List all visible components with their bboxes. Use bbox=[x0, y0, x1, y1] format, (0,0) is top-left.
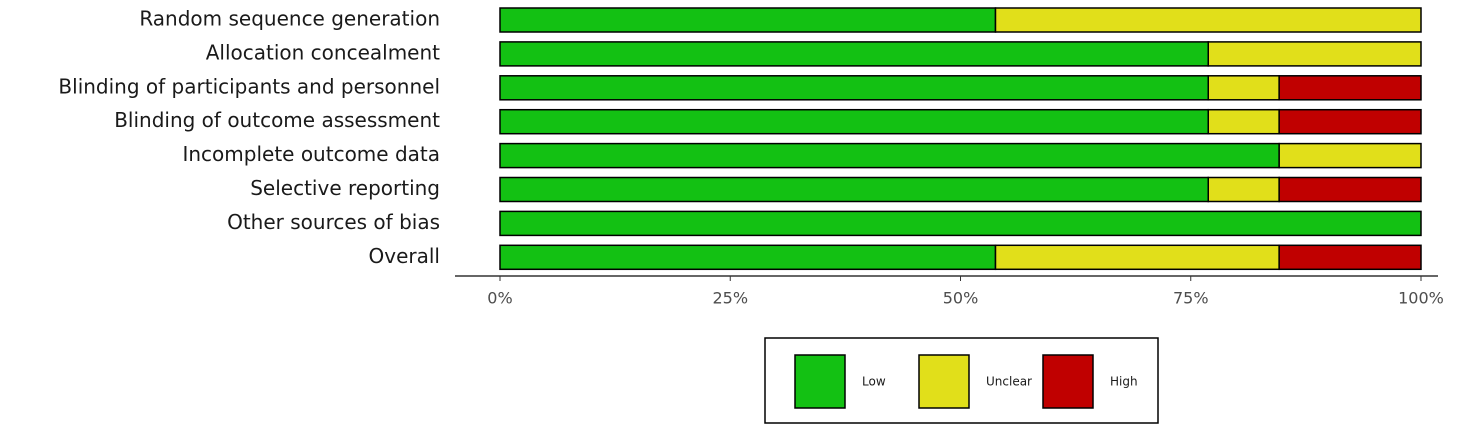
legend-label: Low bbox=[862, 375, 886, 389]
bar-segment bbox=[499, 244, 997, 271]
bar-segment bbox=[499, 7, 997, 33]
bar-segment bbox=[1278, 75, 1422, 101]
bar-segment bbox=[499, 176, 1209, 203]
bar-segment bbox=[1278, 108, 1422, 135]
bar-segment bbox=[994, 7, 1422, 33]
category-label: Blinding of participants and personnel bbox=[58, 74, 440, 98]
category-label: Overall bbox=[369, 244, 440, 268]
x-tick-label: 0% bbox=[487, 289, 512, 308]
legend-swatch bbox=[794, 354, 846, 409]
category-label: Random sequence generation bbox=[139, 7, 440, 31]
bar-segment bbox=[499, 142, 1280, 169]
category-label: Other sources of bias bbox=[227, 210, 440, 234]
legend-label: High bbox=[1110, 375, 1138, 389]
bar-segment bbox=[499, 41, 1209, 67]
x-tick-label: 25% bbox=[712, 289, 748, 308]
bar-segment bbox=[1207, 75, 1280, 101]
bar-segment bbox=[1278, 142, 1422, 169]
bar-segment bbox=[1207, 108, 1280, 135]
category-label: Blinding of outcome assessment bbox=[114, 108, 440, 132]
category-label: Allocation concealment bbox=[206, 40, 440, 64]
x-tick-label: 50% bbox=[943, 289, 979, 308]
bar-segment bbox=[1207, 176, 1280, 203]
x-tick-label: 75% bbox=[1173, 289, 1209, 308]
bar-segment bbox=[1278, 244, 1422, 271]
x-tick-label: 100% bbox=[1398, 289, 1444, 308]
bar-segment bbox=[499, 75, 1209, 101]
legend-swatch bbox=[918, 354, 970, 409]
category-label: Selective reporting bbox=[250, 176, 440, 200]
legend-box bbox=[764, 337, 1159, 424]
legend-label: Unclear bbox=[986, 375, 1032, 389]
bar-segment bbox=[499, 210, 1422, 237]
legend-swatch bbox=[1042, 354, 1094, 409]
category-label: Incomplete outcome data bbox=[182, 142, 440, 166]
bar-segment bbox=[994, 244, 1280, 271]
bar-segment bbox=[1278, 176, 1422, 203]
bar-segment bbox=[499, 108, 1209, 135]
bar-segment bbox=[1207, 41, 1422, 67]
